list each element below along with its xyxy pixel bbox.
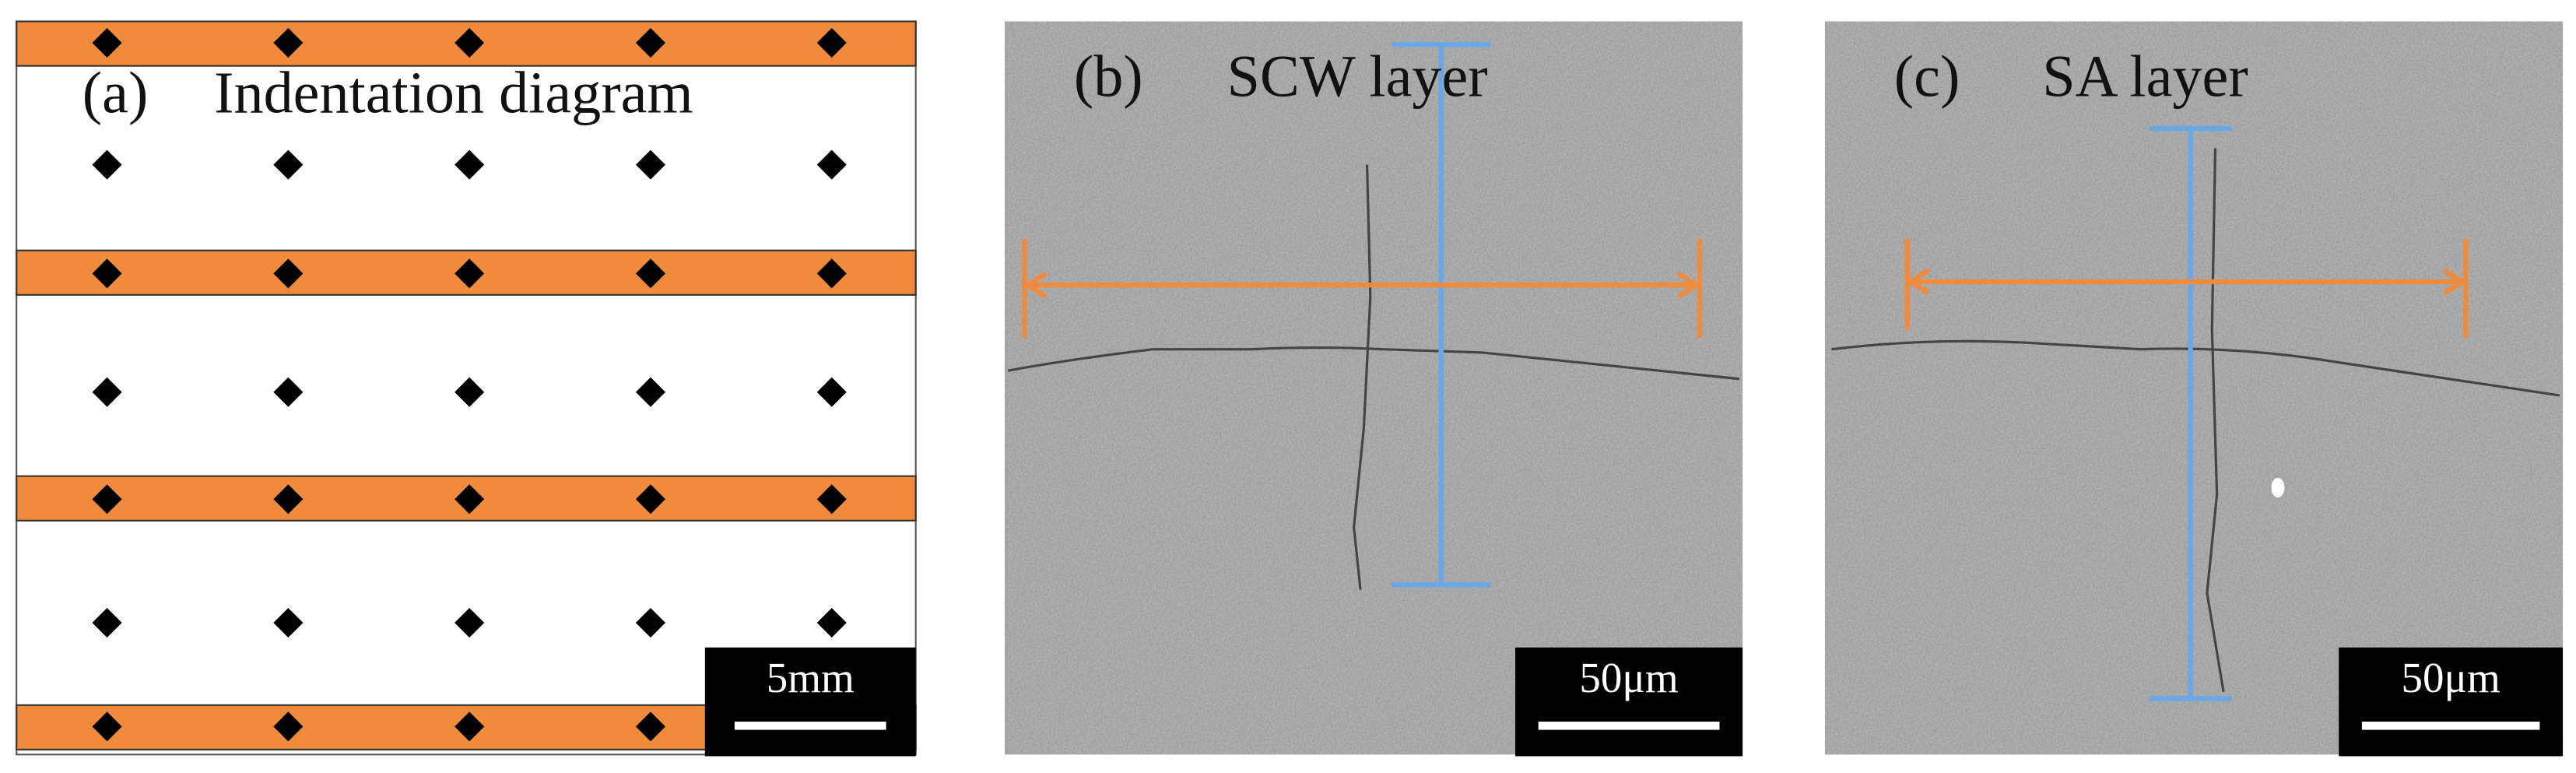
indent-point [92,258,122,289]
scale-label: 50μm [2401,654,2500,701]
indent-point [635,258,666,289]
crack [1007,346,1740,381]
indent-point [635,712,666,742]
micrograph-texture [1824,21,2564,755]
scale-label: 5mm [767,654,855,701]
indent-point [816,27,847,58]
panel-c: (c) SA layer 50μm [1824,21,2564,757]
panel-label: (a) [82,60,149,125]
panel-title: SCW layer [1227,44,1488,109]
indent-point [816,258,847,289]
panel-title: Indentation diagram [214,60,693,125]
scale-bar [734,721,886,730]
indent-point [273,712,304,742]
indent-point [92,377,122,407]
crack [1353,164,1372,590]
indent-point [92,27,122,58]
indent-points [92,27,847,742]
indent-point [273,27,304,58]
indent-point [816,377,847,407]
scale-bar [2361,721,2540,730]
indent-point [454,258,485,289]
arrowheads [1906,268,2467,296]
panel-label: (c) [1894,44,1960,109]
panel-label: (b) [1074,44,1143,109]
indent-point [273,377,304,407]
panel-a: (a) Indentation diagram 5mm [16,20,917,757]
indent-point [273,258,304,289]
indent-point [635,484,666,515]
indent-point [454,377,485,407]
indent-point [273,484,304,515]
scale-box [2339,647,2564,757]
scale-bar [1538,721,1720,730]
crack [2206,148,2225,693]
indent-point [454,27,485,58]
indent-point [816,484,847,515]
indent-point [454,484,485,515]
scale-box [704,647,916,757]
particle [2271,477,2285,498]
indent-point [454,712,485,742]
indent-point [635,27,666,58]
indent-point [92,712,122,742]
crack [1831,339,2560,397]
panel-b: (b) SCW layer 50μm [1004,21,1743,757]
indent-point [92,484,122,515]
scale-box [1515,647,1743,757]
arrowheads [1023,271,1701,299]
scale-label: 50μm [1579,654,1678,701]
indent-point [635,377,666,407]
micrograph-texture [1004,21,1743,755]
panel-title: SA layer [2042,44,2248,109]
